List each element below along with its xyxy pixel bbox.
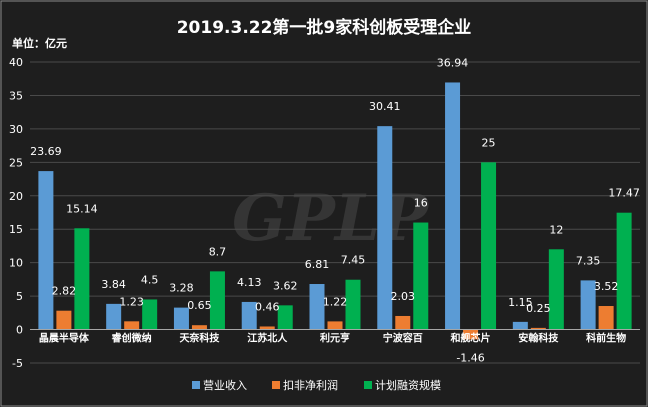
y-tick-label: 25	[9, 156, 23, 169]
data-label: 3.28	[169, 282, 194, 295]
gplp-watermark-logo: GPLP	[232, 181, 430, 256]
data-label: -1.46	[456, 352, 484, 365]
data-label: 1.15	[508, 296, 533, 309]
x-category-label: 天奈科技	[179, 332, 220, 345]
bar-revenue	[580, 280, 596, 330]
bar-financing	[413, 222, 429, 330]
x-category-label: 睿创微纳	[112, 332, 152, 345]
bar-net-profit	[259, 326, 275, 330]
y-tick-label: -5	[12, 357, 23, 370]
bar-net-profit	[598, 306, 614, 330]
data-label: 2.82	[52, 285, 77, 298]
data-label: 25	[482, 136, 496, 149]
bar-revenue	[377, 126, 393, 330]
data-label: 0.46	[255, 300, 280, 313]
data-label: 3.62	[273, 279, 298, 292]
bar-net-profit	[191, 325, 207, 330]
legend-swatch	[192, 381, 200, 389]
data-label: 3.84	[101, 278, 126, 291]
data-label: 17.47	[608, 187, 640, 200]
bars	[38, 82, 632, 340]
y-tick-label: 5	[16, 290, 23, 303]
y-tick-label: 20	[9, 190, 23, 203]
bar-revenue	[38, 171, 54, 330]
legend-label: 计划融资规模	[375, 378, 441, 392]
y-tick-label: 10	[9, 257, 23, 270]
bar-financing	[548, 249, 564, 330]
bar-financing	[481, 162, 497, 330]
bar-revenue	[512, 321, 528, 330]
bar-net-profit	[395, 315, 411, 330]
bar-financing	[345, 279, 361, 330]
x-category-label: 利元亨	[320, 332, 350, 345]
x-category-label: 科前生物	[586, 332, 626, 345]
y-tick-label: 15	[9, 223, 23, 236]
x-category-label: 和舰芯片	[450, 332, 491, 345]
data-label: 4.5	[141, 273, 159, 286]
data-label: 16	[414, 197, 428, 210]
data-label: 0.65	[187, 299, 212, 312]
bar-revenue	[445, 82, 461, 330]
x-category-label: 晶晨半导体	[39, 332, 90, 345]
bar-financing	[209, 271, 225, 330]
data-label: 36.94	[437, 56, 469, 69]
data-label: 3.52	[594, 280, 619, 293]
bar-financing	[616, 212, 632, 330]
bar-revenue	[173, 307, 189, 330]
legend: 营业收入 扣非净利润 计划融资规模	[192, 378, 441, 392]
data-labels: 23.69 2.82 15.14 3.84 1.23 4.5 3.28 0.65 8.7 4.13…	[30, 56, 640, 364]
data-label: 8.7	[209, 245, 227, 258]
bar-net-profit	[530, 327, 546, 330]
data-label: 1.22	[323, 295, 348, 308]
y-tick-label: 0	[16, 324, 23, 337]
bar-net-profit	[124, 321, 140, 330]
y-tick-label: 30	[9, 123, 23, 136]
bar-net-profit	[463, 329, 479, 340]
chart-title: 2019.3.22第一批9家科创板受理企业	[177, 17, 472, 38]
bar-financing	[74, 228, 90, 330]
legend-swatch	[272, 381, 280, 389]
legend-label: 扣非净利润	[283, 378, 338, 392]
bar-financing	[277, 305, 293, 330]
data-label: 1.23	[119, 295, 144, 308]
bar-net-profit	[327, 321, 343, 330]
legend-label: 营业收入	[203, 378, 247, 392]
bar-revenue	[241, 301, 257, 330]
data-label: 7.45	[341, 254, 366, 267]
x-category-label: 宁波容百	[383, 332, 423, 345]
data-label: 12	[549, 223, 563, 236]
data-label: 23.69	[30, 145, 62, 158]
bar-financing	[142, 299, 158, 330]
data-label: 7.35	[576, 254, 601, 267]
axes: -5 0 5 10 15 20 25 30 35 40 晶晨半导体 睿创微纳 天奈科技 江苏北人 利元亨 宁波…	[9, 56, 640, 370]
bar-revenue	[106, 303, 122, 330]
data-label: 6.81	[305, 258, 330, 271]
bar-net-profit	[56, 310, 72, 330]
data-label: 0.25	[526, 302, 551, 315]
data-label: 30.41	[369, 100, 401, 113]
data-label: 2.03	[391, 290, 416, 303]
gridlines	[30, 61, 640, 364]
unit-label: 单位：亿元	[12, 36, 67, 50]
data-label: 4.13	[237, 276, 262, 289]
x-category-label: 江苏北人	[247, 332, 288, 345]
legend-swatch	[364, 381, 372, 389]
y-tick-label: 35	[9, 89, 23, 102]
data-label: 15.14	[66, 202, 98, 215]
bar-revenue	[309, 284, 325, 330]
y-tick-label: 40	[9, 56, 23, 69]
x-category-label: 安翰科技	[518, 332, 559, 345]
